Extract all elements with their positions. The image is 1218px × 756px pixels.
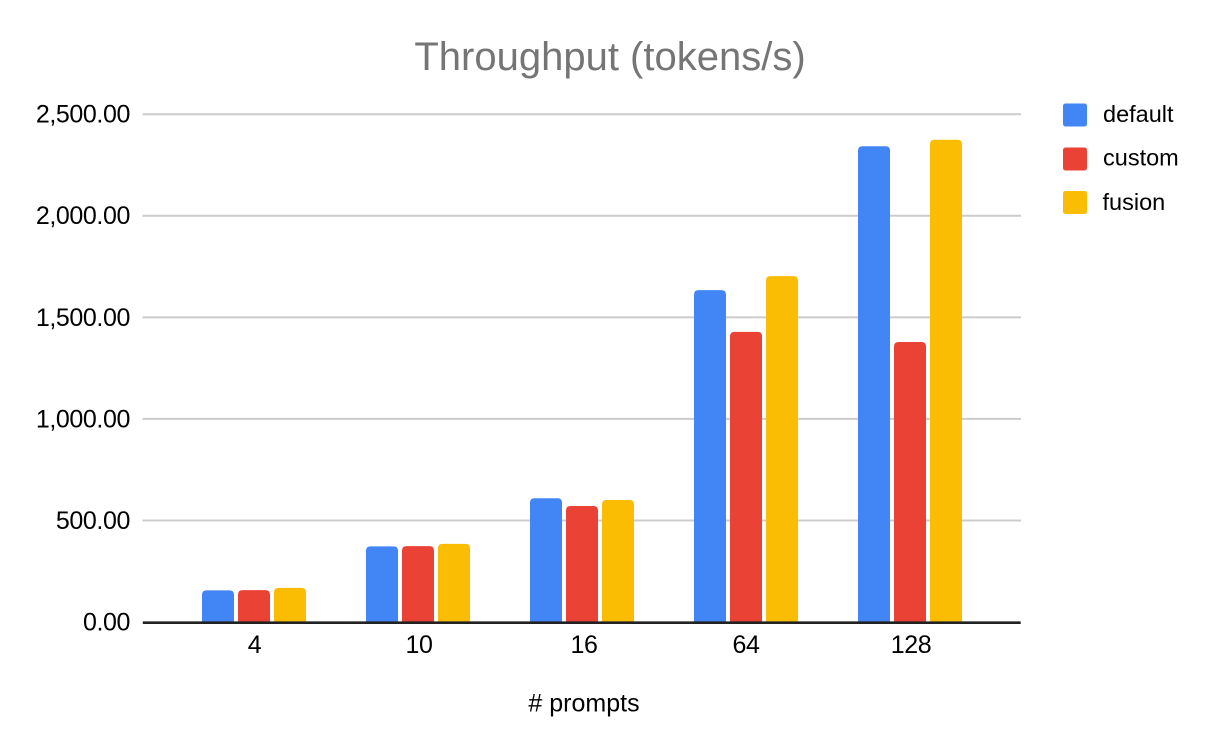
svg-text:0.00: 0.00 (83, 609, 130, 637)
svg-text:16: 16 (570, 631, 597, 659)
svg-text:1,000.00: 1,000.00 (36, 405, 130, 433)
svg-text:2,000.00: 2,000.00 (36, 202, 130, 230)
svg-text:Throughput (tokens/s): Throughput (tokens/s) (414, 35, 805, 79)
svg-text:128: 128 (891, 631, 932, 659)
svg-text:500.00: 500.00 (56, 507, 130, 535)
svg-text:10: 10 (405, 631, 432, 659)
svg-text:default: default (1103, 101, 1174, 127)
svg-text:fusion: fusion (1103, 189, 1166, 215)
svg-text:custom: custom (1103, 145, 1179, 171)
svg-text:# prompts: # prompts (528, 690, 639, 718)
svg-text:2,500.00: 2,500.00 (36, 101, 130, 129)
svg-text:4: 4 (248, 631, 262, 659)
svg-text:64: 64 (732, 631, 760, 659)
svg-text:1,500.00: 1,500.00 (36, 304, 130, 332)
